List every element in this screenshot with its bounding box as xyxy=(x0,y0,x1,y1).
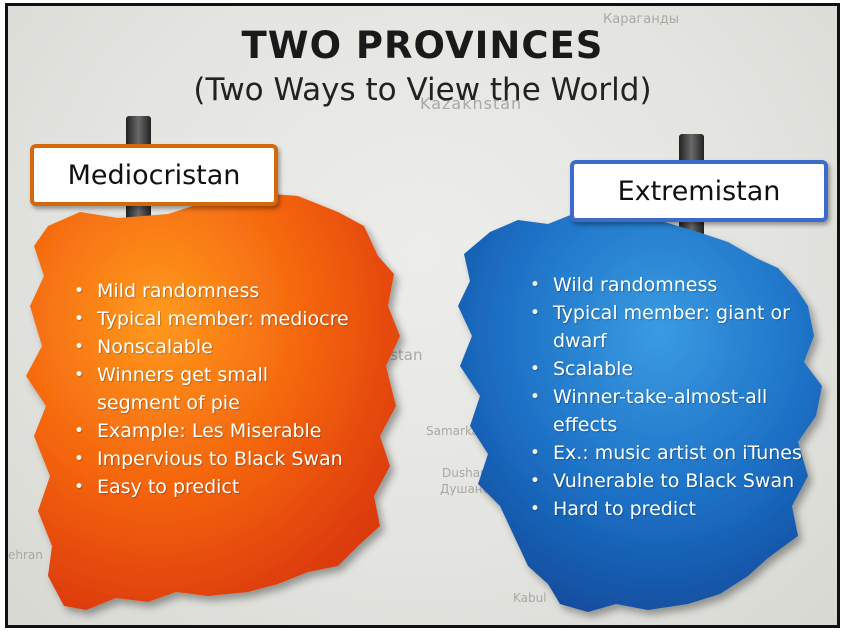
list-item: Ex.: music artist on iTunes xyxy=(528,439,818,467)
list-item: Nonscalable xyxy=(72,333,357,361)
mediocristan-sign: Mediocristan xyxy=(30,144,278,206)
list-item: Typical member: mediocre xyxy=(72,305,357,333)
list-item: Easy to predict xyxy=(72,473,357,501)
mediocristan-points: Mild randomness Typical member: mediocre… xyxy=(72,277,357,501)
list-item: Winners get small segment of pie xyxy=(72,361,357,417)
list-item: Vulnerable to Black Swan xyxy=(528,467,818,495)
slide-subtitle: (Two Ways to View the World) xyxy=(193,72,652,108)
list-item: Hard to predict xyxy=(528,495,818,523)
list-item: Winner-take-almost-all effects xyxy=(528,383,818,439)
map-label-kazakhstan: Kazakhstan xyxy=(420,94,523,113)
list-item: Typical member: giant or dwarf xyxy=(528,299,818,355)
extremistan-label: Extremistan xyxy=(617,175,781,207)
list-item: Scalable xyxy=(528,355,818,383)
mediocristan-label: Mediocristan xyxy=(67,159,241,191)
extremistan-sign: Extremistan xyxy=(570,160,828,222)
map-label-karaganda: Караганды xyxy=(603,12,679,27)
slide-frame: Караганды Kazakhstan ekistan Samarkand D… xyxy=(5,3,840,628)
list-item: Mild randomness xyxy=(72,277,357,305)
list-item: Wild randomness xyxy=(528,271,818,299)
map-label-tehran: ehran xyxy=(8,548,43,562)
map-label-kabul: Kabul xyxy=(513,591,547,605)
list-item: Impervious to Black Swan xyxy=(72,445,357,473)
slide-title: TWO PROVINCES xyxy=(241,24,604,67)
extremistan-points: Wild randomness Typical member: giant or… xyxy=(528,271,818,523)
list-item: Example: Les Miserable xyxy=(72,417,357,445)
